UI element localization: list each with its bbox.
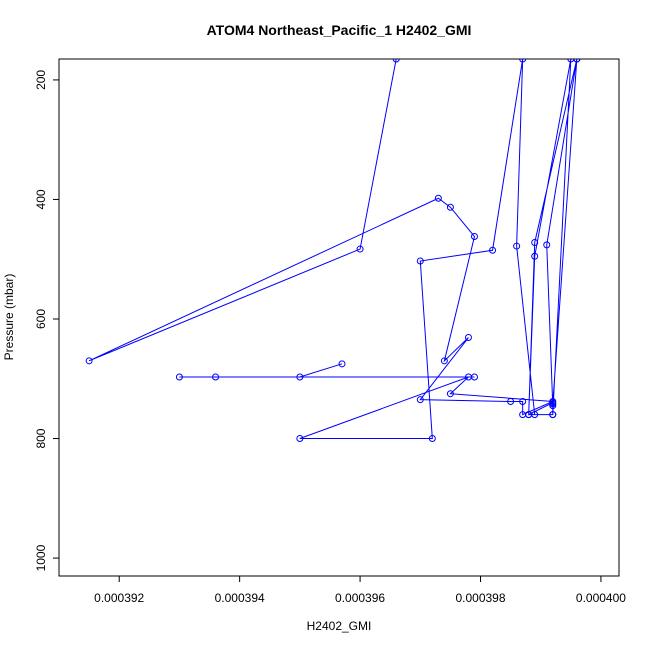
y-axis: 200 400 600 800 1000 [34, 70, 60, 571]
data-point [489, 246, 497, 254]
data-point [440, 357, 448, 365]
data-point [296, 373, 304, 381]
x-axis: 0.000392 0.000394 0.000396 0.000398 0.000400 [94, 575, 626, 605]
data-point [543, 241, 551, 249]
data-point [446, 203, 454, 211]
x-tick-label: 0.000400 [576, 591, 626, 605]
y-tick-label: 1000 [34, 544, 48, 571]
x-tick-label: 0.000392 [94, 591, 144, 605]
y-tick-label: 200 [34, 70, 48, 90]
data-point [525, 411, 533, 419]
data-point [531, 252, 539, 260]
data-point [416, 396, 424, 404]
data-point [531, 238, 539, 246]
y-tick-label: 600 [34, 309, 48, 329]
series-group [85, 59, 581, 443]
y-tick-label: 400 [34, 189, 48, 209]
data-point [434, 194, 442, 202]
data-point [175, 373, 183, 381]
data-point [85, 357, 93, 365]
series-line [179, 363, 475, 378]
x-tick-label: 0.000398 [455, 591, 505, 605]
data-point [212, 373, 220, 381]
data-point [470, 373, 478, 381]
data-point [356, 245, 364, 253]
chart-title: ATOM4 Northeast_Pacific_1 H2402_GMI [207, 22, 472, 38]
data-point [470, 233, 478, 241]
x-tick-label: 0.000396 [335, 591, 385, 605]
data-point [513, 242, 521, 250]
data-point [519, 397, 527, 405]
data-point [573, 59, 581, 63]
data-point [446, 390, 454, 398]
data-point [464, 334, 472, 342]
series-line [88, 59, 578, 440]
data-point [392, 59, 400, 63]
data-point [507, 397, 515, 405]
y-tick-label: 800 [34, 428, 48, 448]
data-point [549, 400, 557, 408]
data-point [519, 59, 527, 63]
data-point [416, 257, 424, 265]
data-point [549, 411, 557, 419]
x-tick-label: 0.000394 [215, 591, 265, 605]
data-point [567, 59, 575, 63]
x-axis-label: H2402_GMI [307, 619, 372, 633]
y-axis-label: Pressure (mbar) [2, 274, 16, 361]
data-point [428, 435, 436, 443]
plot-frame [58, 58, 620, 577]
plot-area [58, 58, 620, 577]
data-point [338, 360, 346, 368]
data-point [296, 435, 304, 443]
